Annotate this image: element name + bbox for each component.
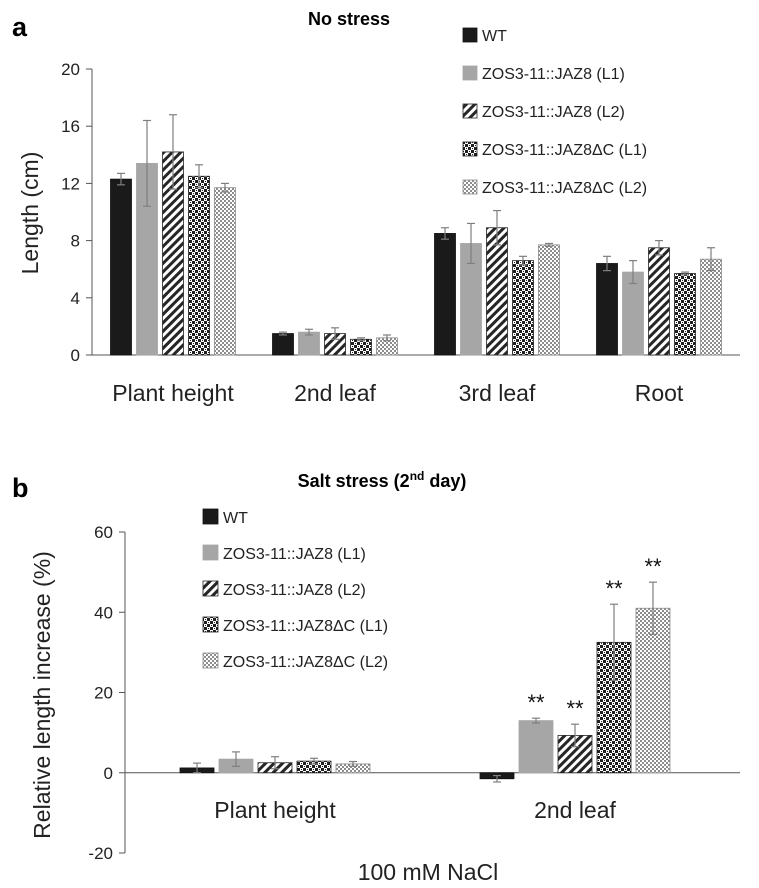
bar bbox=[700, 258, 722, 356]
bar bbox=[110, 178, 132, 356]
bar bbox=[674, 273, 696, 356]
panel-b-bars: ** ** ** ** bbox=[179, 554, 671, 783]
bar bbox=[622, 271, 644, 356]
x-category-label: Plant height bbox=[112, 380, 234, 406]
y-tick-label: 8 bbox=[71, 232, 80, 251]
panel-a-bars bbox=[110, 114, 722, 356]
bar bbox=[648, 247, 670, 356]
panel-b-x-axis-title: 100 mM NaCl bbox=[358, 859, 499, 885]
legend-label: ZOS3-11::JAZ8ΔC (L2) bbox=[223, 654, 388, 671]
panel-b-title: Salt stress (2nd day) bbox=[298, 469, 467, 491]
y-tick-label: 0 bbox=[104, 764, 113, 783]
panel-b-title-end: day) bbox=[424, 471, 466, 491]
panel-a-title: No stress bbox=[308, 9, 390, 29]
significance-label: ** bbox=[644, 554, 662, 579]
y-tick-label: 40 bbox=[94, 603, 113, 622]
legend-label: ZOS3-11::JAZ8 (L2) bbox=[482, 104, 625, 121]
legend-swatch bbox=[202, 580, 219, 597]
y-tick-label: 20 bbox=[61, 60, 80, 79]
bar bbox=[596, 263, 618, 356]
legend-label: ZOS3-11::JAZ8ΔC (L1) bbox=[223, 618, 388, 635]
bar bbox=[486, 227, 508, 356]
panel-b-title-sup: nd bbox=[410, 469, 425, 483]
bar bbox=[214, 187, 236, 356]
bar bbox=[434, 233, 456, 356]
legend-label: WT bbox=[482, 28, 507, 45]
panel-b: b Salt stress (2nd day) Relative length … bbox=[12, 469, 740, 885]
x-category-label: Plant height bbox=[214, 797, 336, 823]
panel-b-y-axis-title: Relative length increase (%) bbox=[29, 551, 55, 839]
legend-swatch bbox=[202, 508, 219, 525]
legend-swatch bbox=[202, 616, 219, 633]
significance-label: ** bbox=[527, 690, 545, 715]
y-tick-label: 20 bbox=[94, 684, 113, 703]
panel-b-axes: -20 0 20 40 60 Plant height 2nd leaf bbox=[88, 523, 740, 863]
legend-swatch bbox=[202, 652, 219, 669]
legend-swatch bbox=[462, 141, 478, 157]
legend-swatch bbox=[462, 65, 478, 81]
panel-a-y-axis-title: Length (cm) bbox=[17, 152, 43, 275]
legend-label: ZOS3-11::JAZ8 (L2) bbox=[223, 582, 366, 599]
y-tick-label: 12 bbox=[61, 174, 80, 193]
legend-label: ZOS3-11::JAZ8ΔC (L1) bbox=[482, 142, 647, 159]
panel-a-letter: a bbox=[12, 12, 28, 42]
y-tick-label: 16 bbox=[61, 117, 80, 136]
x-category-label: 3rd leaf bbox=[459, 380, 536, 406]
bar bbox=[512, 260, 534, 356]
significance-label: ** bbox=[605, 576, 623, 601]
legend-label: WT bbox=[223, 510, 248, 527]
legend-label: ZOS3-11::JAZ8 (L1) bbox=[482, 66, 625, 83]
bar bbox=[635, 607, 671, 774]
bar bbox=[518, 720, 554, 774]
x-category-label: Root bbox=[635, 380, 684, 406]
panel-a: a No stress Length (cm) 0 4 8 12 16 20 Plant h… bbox=[12, 9, 740, 406]
y-tick-label: -20 bbox=[88, 844, 113, 863]
y-tick-label: 60 bbox=[94, 523, 113, 542]
bar bbox=[350, 338, 372, 356]
y-tick-label: 0 bbox=[71, 346, 80, 365]
legend-label: ZOS3-11::JAZ8 (L1) bbox=[223, 546, 366, 563]
legend-label: ZOS3-11::JAZ8ΔC (L2) bbox=[482, 180, 647, 197]
legend-swatch bbox=[202, 544, 219, 561]
panel-b-title-main: Salt stress (2 bbox=[298, 471, 410, 491]
significance-label: ** bbox=[566, 696, 584, 721]
legend-swatch bbox=[462, 103, 478, 119]
bar bbox=[272, 333, 294, 356]
legend-swatch bbox=[462, 179, 478, 195]
legend-swatch bbox=[462, 27, 478, 43]
bar bbox=[538, 244, 560, 356]
x-category-label: 2nd leaf bbox=[294, 380, 376, 406]
panel-b-letter: b bbox=[12, 473, 29, 503]
bar bbox=[188, 175, 210, 356]
x-category-label: 2nd leaf bbox=[534, 797, 616, 823]
y-tick-label: 4 bbox=[71, 289, 80, 308]
